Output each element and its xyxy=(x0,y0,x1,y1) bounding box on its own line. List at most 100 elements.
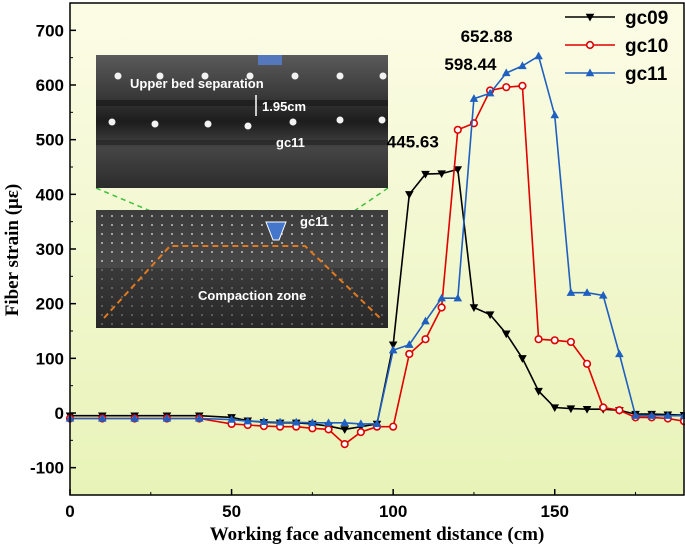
legend-item-gc09: gc09 xyxy=(565,8,668,29)
inset-grid-dot xyxy=(261,242,263,244)
data-point-gc11 xyxy=(663,411,673,419)
x-tick-label: 100 xyxy=(379,502,407,521)
inset-grid-dot xyxy=(191,233,193,235)
inset-grid-dot xyxy=(351,242,353,244)
inset-grid-dot xyxy=(341,215,343,217)
data-point-gc11 xyxy=(598,290,608,299)
inset-grid-dot xyxy=(291,260,293,262)
legend-marker xyxy=(585,13,595,22)
data-point-gc10 xyxy=(340,440,349,449)
inset-grid-dot xyxy=(201,242,203,244)
inset-grid-dot xyxy=(361,251,363,253)
inset-grid-dot xyxy=(361,260,363,262)
x-tick-label: 0 xyxy=(65,502,74,521)
data-point-gc09 xyxy=(518,355,527,363)
inset-grid-dot xyxy=(281,251,283,253)
inset-grid-dot xyxy=(331,215,333,217)
inset-grid-dot xyxy=(291,215,293,217)
inset-marker-dot xyxy=(336,72,344,80)
data-point-gc09 xyxy=(582,405,592,414)
inset-grid-dot xyxy=(251,242,253,244)
y-tick-label: 200 xyxy=(36,295,64,314)
inset-grid-dot xyxy=(341,224,343,226)
inset-marker-dot xyxy=(108,118,116,126)
data-point-gc09 xyxy=(421,170,430,179)
data-point-gc11 xyxy=(227,415,236,423)
inset-grid-dot xyxy=(111,233,113,235)
data-point-gc11 xyxy=(130,413,139,422)
inset-grid-dot xyxy=(161,224,163,226)
inset-grid-dot xyxy=(271,242,273,244)
data-point-gc11 xyxy=(566,288,576,296)
data-point-gc11 xyxy=(162,413,172,422)
inset-grid-dot xyxy=(321,251,323,253)
inset-grid-dot xyxy=(141,251,143,253)
inset-grid-dot xyxy=(381,242,383,244)
inset-grid-dot xyxy=(141,215,143,217)
data-point-gc10 xyxy=(437,303,446,312)
inset-grid-dot xyxy=(161,215,163,217)
inset-grid-dot xyxy=(101,242,103,244)
inset-grid-dot xyxy=(361,242,363,244)
inset-grid-dot xyxy=(321,224,323,226)
data-point-gc11 xyxy=(421,316,430,325)
inset-grid-dot xyxy=(231,215,233,217)
y-tick-label: 0 xyxy=(55,404,64,423)
inset-grid-dot xyxy=(281,215,283,217)
y-tick-label: 500 xyxy=(36,131,64,150)
inset-grid-dot xyxy=(341,260,343,262)
data-point-gc09 xyxy=(469,304,479,312)
data-point-gc09 xyxy=(501,330,511,339)
data-point-gc09 xyxy=(437,170,446,179)
x-axis-ticks: 0 50 100 150 xyxy=(65,489,637,521)
data-point-gc10 xyxy=(615,406,624,415)
inset-grid-dot xyxy=(111,251,113,253)
inset-grid-dot xyxy=(151,233,153,235)
inset-grid-dot xyxy=(231,251,233,253)
inset-grid-dot xyxy=(371,242,373,244)
inset-grid-dot xyxy=(111,224,113,226)
data-point-gc11 xyxy=(615,349,624,358)
x-tick-label: 150 xyxy=(541,502,569,521)
inset-grid-dot xyxy=(141,224,143,226)
inset-grid-dot xyxy=(121,251,123,253)
inset-grid-dot xyxy=(181,260,183,262)
inset-grid-dot xyxy=(201,215,203,217)
inset-grid-dot xyxy=(241,233,243,235)
inset-grid-dot xyxy=(291,251,293,253)
inset-grid-dot xyxy=(161,251,163,253)
inset-grid-dot xyxy=(151,215,153,217)
inset-marker-dot xyxy=(379,72,387,80)
inset-grid-dot xyxy=(291,242,293,244)
legend: gc09 gc10 gc11 xyxy=(565,8,668,85)
data-point-gc09 xyxy=(566,405,576,414)
y-tick-label: -100 xyxy=(30,459,64,478)
data-point-gc10 xyxy=(518,81,527,90)
data-point-gc11 xyxy=(275,417,285,426)
inset-grid-dot xyxy=(371,224,373,226)
inset-grid-dot xyxy=(111,260,113,262)
inset-grid-dot xyxy=(251,233,253,235)
inset-grid-dot xyxy=(241,260,243,262)
y-axis-title: Fiber strain (με) xyxy=(2,184,23,317)
inset-grid-dot xyxy=(351,224,353,226)
inset-grid-dot xyxy=(231,224,233,226)
inset-grid-dot xyxy=(271,215,273,217)
inset-grid-dot xyxy=(371,233,373,235)
inset-grid-dot xyxy=(221,215,223,217)
inset-grid-dot xyxy=(191,215,193,217)
inset-grid-dot xyxy=(301,251,303,253)
inset-grid-dot xyxy=(301,242,303,244)
inset-grid-dot xyxy=(281,260,283,262)
data-point-gc09 xyxy=(550,404,560,413)
inset-grid-dot xyxy=(311,224,313,226)
inset-grid-dot xyxy=(311,233,313,235)
inset-grid-dot xyxy=(171,242,173,244)
inset-grid-dot xyxy=(331,224,333,226)
data-point-gc10 xyxy=(502,83,511,92)
inset-grid-dot xyxy=(191,224,193,226)
inset-grid-dot xyxy=(181,224,183,226)
inset-grid-dot xyxy=(151,251,153,253)
inset-grid-dot xyxy=(211,260,213,262)
